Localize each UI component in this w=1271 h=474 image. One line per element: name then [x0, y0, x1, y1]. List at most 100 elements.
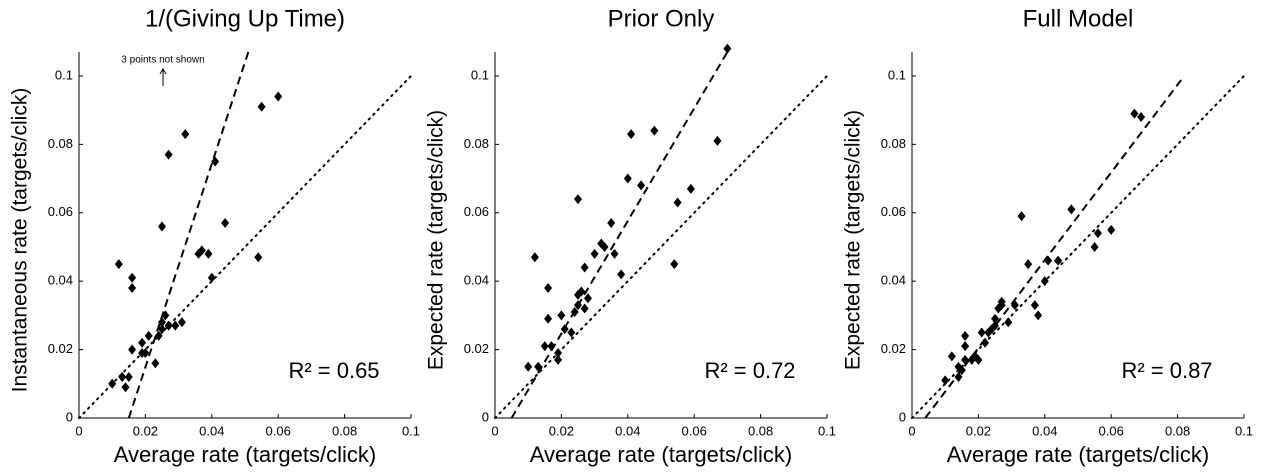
x-tick-label: 0.04	[615, 423, 640, 438]
point	[577, 286, 586, 297]
x-tick-label: 0.08	[748, 423, 773, 438]
point	[128, 283, 137, 294]
y-tick-label: 0	[66, 409, 73, 424]
point	[128, 272, 137, 283]
point	[991, 320, 999, 331]
point	[544, 313, 553, 324]
point	[1017, 211, 1026, 222]
fit-line	[510, 51, 729, 419]
point	[574, 194, 582, 205]
point	[954, 371, 963, 382]
point	[547, 341, 556, 352]
chart-title: Prior Only	[608, 5, 715, 32]
point	[164, 149, 173, 160]
point	[164, 320, 173, 331]
x-tick-label: 0.1	[1235, 423, 1253, 438]
point	[590, 248, 599, 259]
y-tick-label: 0.08	[464, 136, 489, 151]
point	[554, 354, 563, 365]
x-tick-label: 0.08	[1165, 423, 1190, 438]
point	[1010, 300, 1019, 311]
point	[1107, 224, 1116, 235]
x-tick-label: 0.08	[332, 423, 357, 438]
y-tick-label: 0.04	[464, 273, 489, 288]
point	[557, 310, 566, 321]
point	[1030, 300, 1039, 311]
y-tick-label: 0	[899, 409, 906, 424]
point	[161, 310, 170, 321]
point	[1044, 255, 1053, 266]
y-tick-label: 0.08	[48, 136, 73, 151]
point	[991, 313, 999, 324]
point	[607, 218, 616, 229]
point	[981, 337, 990, 348]
point	[121, 382, 130, 393]
point	[207, 272, 216, 283]
point	[158, 221, 166, 232]
x-axis-label: Average rate (targets/click)	[530, 442, 792, 467]
point	[530, 252, 539, 263]
point	[177, 317, 186, 328]
reference-line	[78, 74, 412, 419]
point	[600, 241, 609, 252]
point	[124, 371, 133, 382]
y-tick-label: 0	[482, 409, 489, 424]
fit-line	[924, 75, 1186, 419]
point	[961, 354, 970, 365]
point	[544, 283, 553, 294]
point	[974, 354, 983, 365]
point	[997, 296, 1006, 307]
point	[204, 248, 213, 259]
point	[957, 365, 966, 376]
point	[610, 248, 619, 259]
fit-line	[127, 51, 250, 419]
point	[941, 375, 950, 386]
point	[723, 43, 732, 54]
y-tick-label: 0.02	[48, 341, 73, 356]
point	[650, 125, 659, 136]
point	[1024, 259, 1033, 270]
point	[1040, 276, 1049, 287]
point	[114, 259, 123, 270]
x-tick-label: 0.02	[133, 423, 158, 438]
panel: Prior Only Average rate (targets/click) Ex…	[425, 5, 836, 466]
point	[540, 341, 549, 352]
point	[623, 173, 632, 184]
point	[274, 91, 283, 102]
point	[141, 348, 150, 359]
point	[560, 324, 569, 335]
y-tick-label: 0.06	[881, 204, 906, 219]
point	[1034, 310, 1043, 321]
point	[583, 293, 592, 304]
point	[1004, 317, 1013, 328]
point	[197, 245, 206, 256]
note: 3 points not shown	[121, 55, 204, 66]
point	[1137, 111, 1146, 122]
point	[154, 330, 163, 341]
point	[524, 361, 533, 372]
point	[151, 358, 160, 369]
point	[144, 330, 153, 341]
point	[181, 129, 190, 140]
point	[686, 183, 695, 194]
point	[1067, 204, 1076, 215]
point	[254, 252, 263, 263]
point	[158, 324, 166, 335]
x-tick-label: 0.1	[818, 423, 836, 438]
panel: 1/(Giving Up Time) Average rate (targets/…	[9, 5, 420, 466]
point	[221, 218, 230, 229]
point	[670, 259, 679, 270]
note-arrow	[159, 68, 167, 86]
r-squared: R² = 0.87	[1121, 358, 1212, 383]
point	[961, 341, 970, 352]
y-tick-label: 0.1	[888, 67, 906, 82]
y-tick-label: 0.06	[464, 204, 489, 219]
y-tick-label: 0.1	[55, 67, 73, 82]
point	[567, 327, 576, 338]
x-tick-label: 0.02	[549, 423, 574, 438]
point	[257, 101, 266, 112]
x-tick-label: 0.04	[1032, 423, 1057, 438]
point	[158, 317, 166, 328]
x-tick-label: 0.06	[682, 423, 707, 438]
point	[617, 269, 626, 280]
